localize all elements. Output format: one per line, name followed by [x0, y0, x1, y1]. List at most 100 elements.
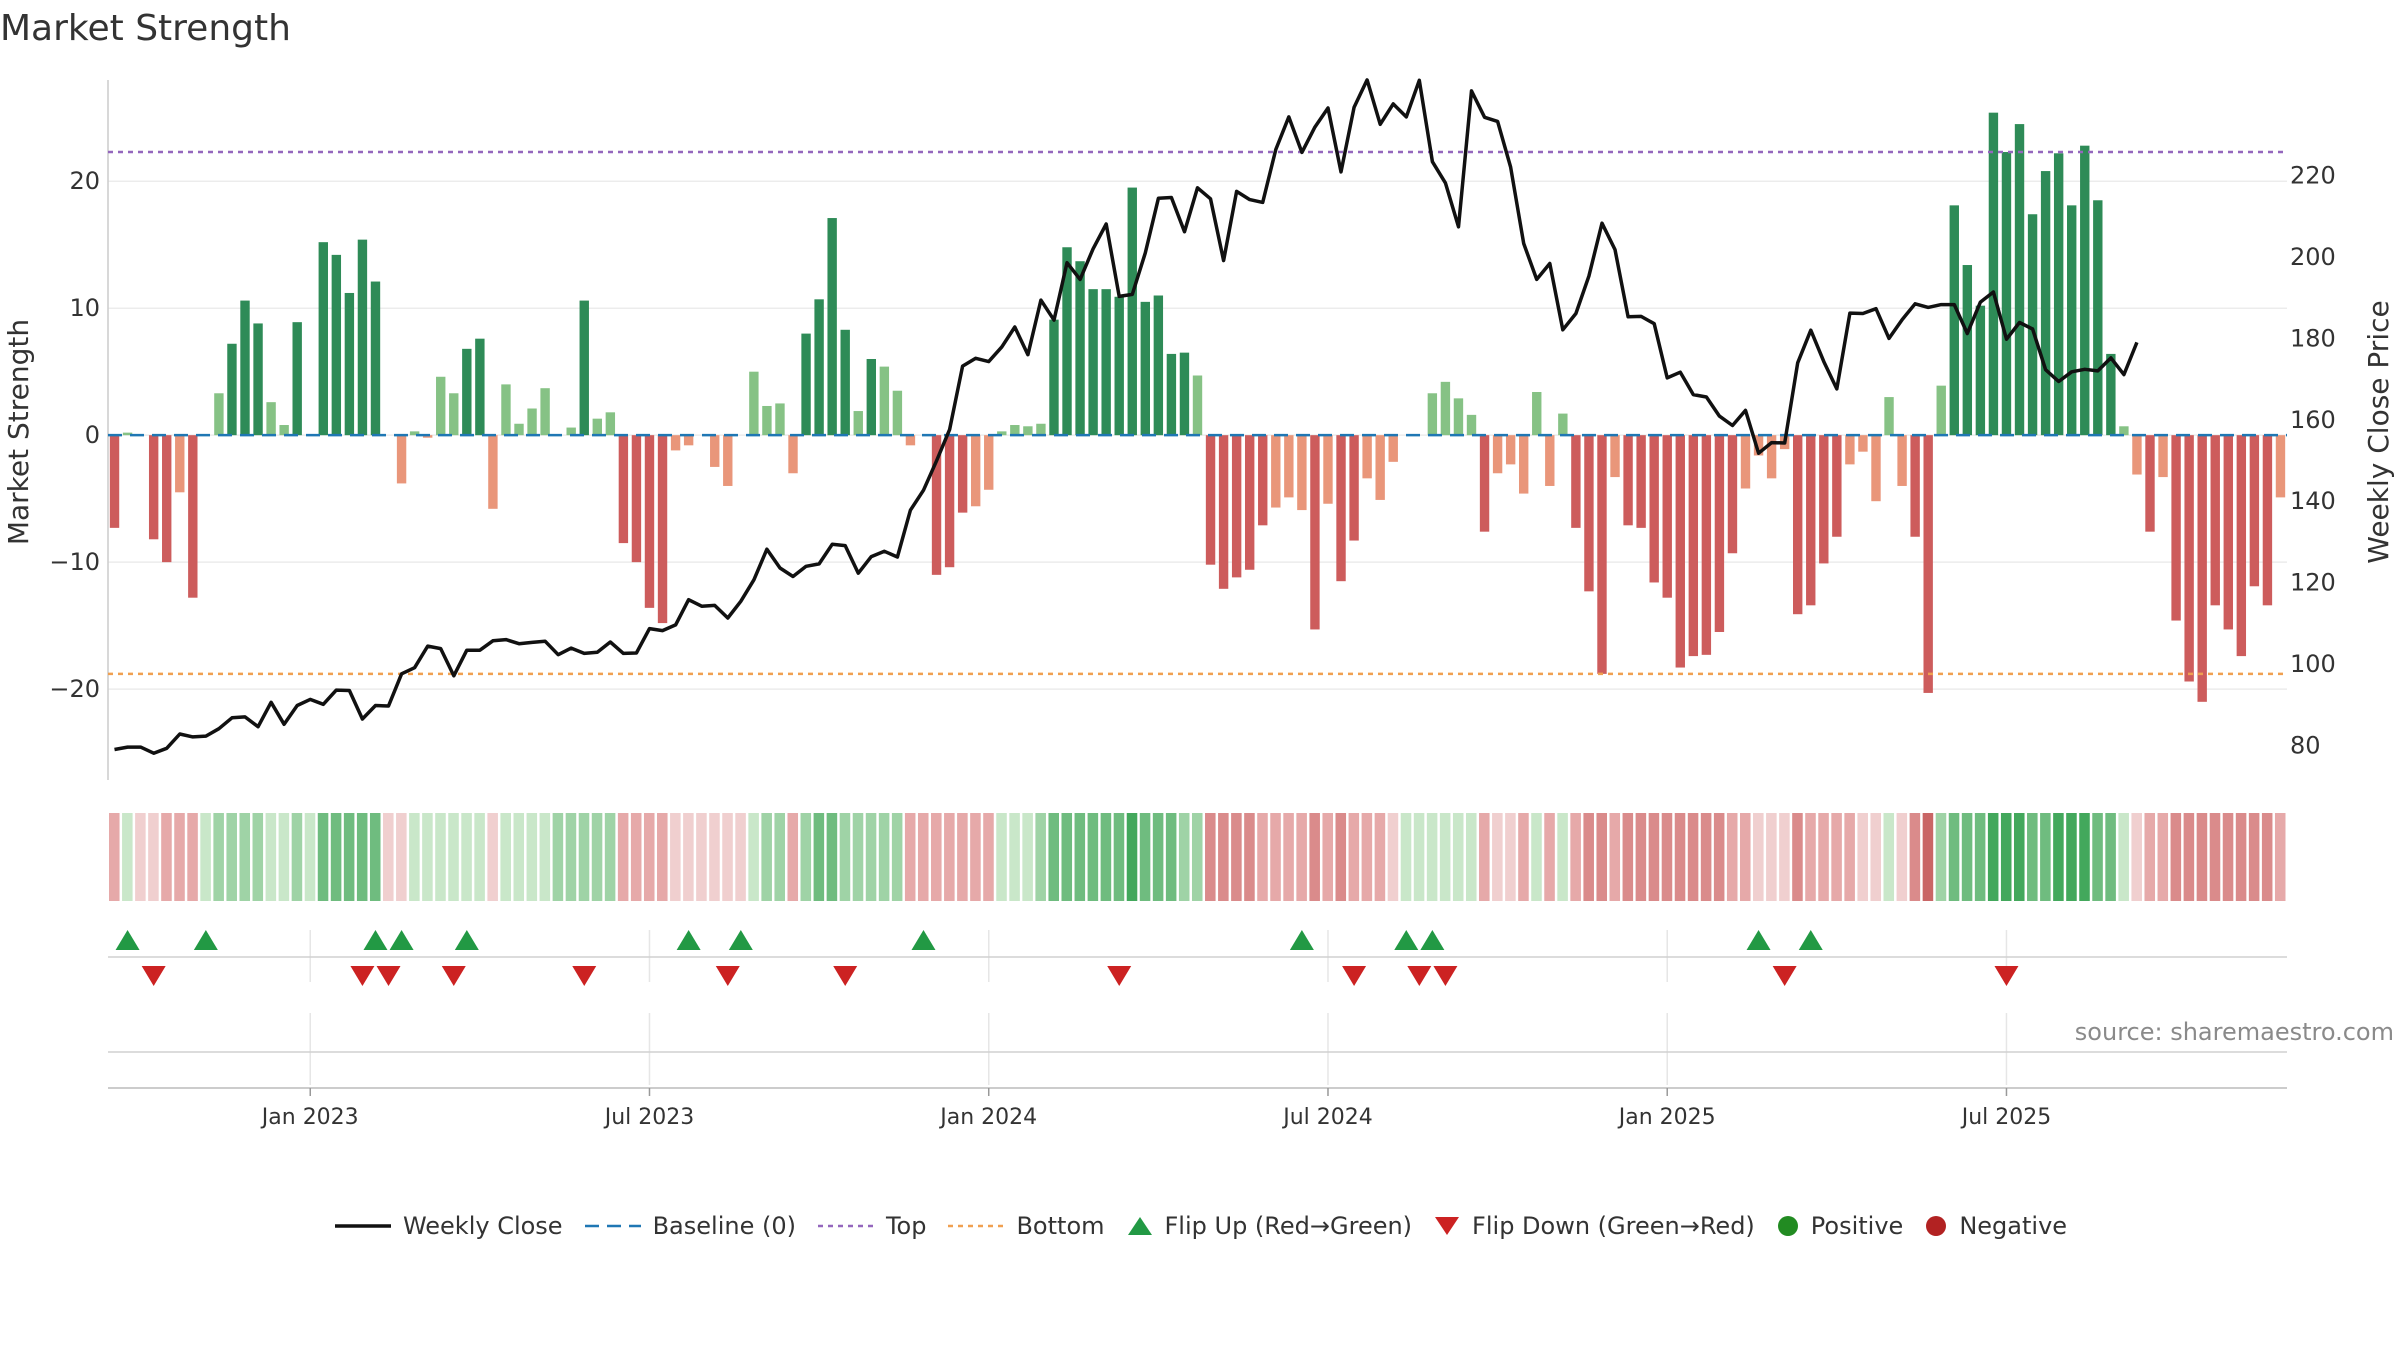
- heat-tile: [1257, 813, 1268, 901]
- heat-tile: [1035, 813, 1046, 901]
- heat-tile: [448, 813, 459, 901]
- heat-tile: [1518, 813, 1529, 901]
- strength-bar: [1362, 435, 1372, 479]
- flip-up-marker: [193, 930, 218, 950]
- flip-down-marker: [376, 966, 401, 986]
- flip-up-marker: [911, 930, 936, 950]
- strength-bar: [788, 435, 798, 474]
- flip-up-marker: [1798, 930, 1823, 950]
- strength-bar: [1532, 392, 1542, 436]
- strength-bar: [527, 408, 537, 436]
- heat-tile: [1896, 813, 1908, 901]
- heat-tile: [174, 813, 185, 901]
- heat-tile: [278, 813, 290, 901]
- strength-bar: [1479, 435, 1490, 532]
- strength-bar: [1375, 435, 1385, 500]
- flip-down-marker: [833, 966, 858, 986]
- strength-bar: [279, 425, 289, 436]
- heat-tile: [1309, 813, 1320, 901]
- legend-item-negative: Negative: [1923, 1212, 2067, 1240]
- y-right-tick-label: 160: [2290, 406, 2336, 434]
- legend-label: Weekly Close: [402, 1212, 563, 1240]
- heat-tile: [1870, 813, 1882, 901]
- strength-bar: [2249, 435, 2260, 587]
- heat-tile: [1987, 813, 1999, 901]
- heat-tile: [2027, 813, 2038, 901]
- strength-bar: [2053, 153, 2064, 436]
- heat-tile: [1505, 813, 1516, 901]
- legend-label: Baseline (0): [652, 1212, 796, 1240]
- strength-bar: [396, 435, 407, 484]
- heat-tile: [2144, 813, 2156, 901]
- flip-up-marker: [1746, 930, 1771, 950]
- heat-tile: [1883, 813, 1895, 901]
- legend-swatch-flip-down-icon: [1435, 1217, 1460, 1235]
- heat-tile: [552, 813, 564, 901]
- heat-tile: [617, 813, 629, 901]
- flip-up-marker: [676, 930, 701, 950]
- heat-tile: [1922, 813, 1934, 901]
- heat-tile: [1231, 813, 1242, 901]
- heat-tile: [2079, 813, 2090, 901]
- heat-tile: [970, 813, 981, 901]
- heat-tile: [1792, 813, 1803, 901]
- strength-bar: [801, 333, 811, 436]
- x-tick-label: Jul 2024: [1281, 1105, 1373, 1130]
- strength-bar: [749, 371, 759, 436]
- x-tick-label: Jan 2023: [260, 1105, 359, 1130]
- strength-bar: [2262, 435, 2273, 606]
- strength-bar: [357, 239, 368, 436]
- y-right-axis-title: Weekly Close Price: [2362, 300, 2395, 563]
- heat-tile: [1270, 813, 1281, 901]
- strength-bar: [449, 393, 459, 436]
- strength-bar: [1244, 435, 1255, 570]
- strength-bar: [1284, 435, 1294, 498]
- strength-bar: [1153, 295, 1164, 436]
- flip-down-marker: [1994, 966, 2019, 986]
- heat-tile: [787, 813, 799, 901]
- strength-bar: [566, 427, 576, 436]
- heat-tile: [304, 813, 316, 901]
- strength-bar: [1806, 435, 1816, 606]
- heat-tile: [1544, 813, 1555, 901]
- strength-bar: [1088, 289, 1098, 436]
- strength-bar: [2210, 435, 2220, 606]
- heat-tile: [539, 813, 551, 901]
- flip-down-marker: [1342, 966, 1367, 986]
- heat-tile: [1322, 813, 1334, 901]
- heat-tile: [709, 813, 720, 901]
- y-left-tick-label: 0: [85, 421, 100, 449]
- strength-bar: [683, 435, 694, 446]
- legend-label: Negative: [1959, 1212, 2068, 1240]
- flip-up-marker: [728, 930, 753, 950]
- strength-bar: [344, 292, 355, 436]
- strength-bar: [1519, 435, 1529, 494]
- strength-bar: [1675, 435, 1685, 668]
- flip-down-marker: [1433, 966, 1458, 986]
- heat-tile: [2053, 813, 2064, 901]
- legend-label: Top: [885, 1212, 927, 1240]
- heat-tile: [2092, 813, 2103, 901]
- heat-tile: [135, 813, 146, 901]
- heat-tile: [2196, 813, 2208, 901]
- heat-tile: [722, 813, 733, 901]
- strength-bar: [514, 423, 524, 436]
- legend-swatch-negative-icon: [1926, 1216, 1947, 1236]
- strength-bar: [2223, 435, 2233, 630]
- strength-bar: [866, 358, 876, 436]
- heat-tile: [461, 813, 472, 901]
- legend: Weekly Close Baseline (0) Top Bottom Flip Up…: [0, 1212, 2400, 1240]
- strength-bar: [318, 242, 328, 436]
- heat-tile: [2040, 813, 2051, 901]
- heat-tile: [369, 813, 381, 901]
- heat-tile: [1335, 813, 1347, 901]
- strength-bar: [1636, 435, 1646, 528]
- strength-bar: [1962, 265, 1973, 436]
- strength-bar: [1662, 435, 1672, 598]
- strength-bar: [1010, 425, 1020, 436]
- heat-tile: [865, 813, 877, 901]
- heat-tile: [1961, 813, 1973, 901]
- heat-tile: [1648, 813, 1660, 901]
- heat-tile: [1935, 813, 1947, 901]
